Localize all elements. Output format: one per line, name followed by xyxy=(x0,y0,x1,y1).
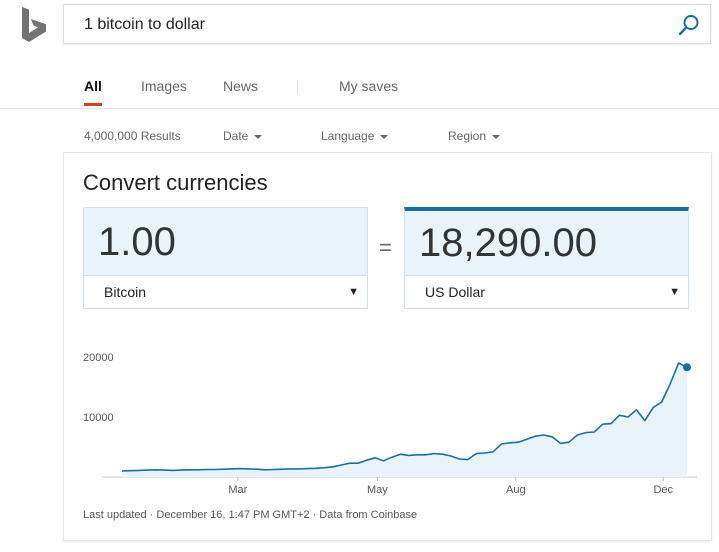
to-amount-box: 18,290.00 US Dollar ▼ xyxy=(404,207,689,309)
x-tick-label: Dec xyxy=(653,484,673,496)
language-filter-label: Language xyxy=(321,129,375,143)
to-amount-input[interactable]: 18,290.00 xyxy=(405,211,688,276)
search-icon[interactable] xyxy=(678,14,700,36)
x-tick-label: May xyxy=(367,484,388,496)
results-count: 4,000,000 Results xyxy=(84,129,181,143)
tab-my-saves[interactable]: My saves xyxy=(339,78,399,94)
equals-sign: = xyxy=(379,235,392,260)
language-filter[interactable]: Language xyxy=(321,129,389,143)
last-updated-note: Last updated · December 16, 1:47 PM GMT+… xyxy=(83,509,418,521)
results-tabs: All Images News My saves xyxy=(0,70,719,109)
tab-images[interactable]: Images xyxy=(141,78,187,94)
caret-down-icon xyxy=(254,134,263,139)
search-input[interactable] xyxy=(84,15,644,35)
tab-news[interactable]: News xyxy=(223,78,259,94)
caret-down-icon xyxy=(380,134,389,139)
filter-bar: 4,000,000 Results Date Language Region xyxy=(0,128,719,148)
from-currency-select[interactable]: Bitcoin ▼ xyxy=(84,276,367,308)
price-history-chart[interactable]: 20000 10000 Mar May Aug Dec xyxy=(64,333,711,503)
from-currency-label: Bitcoin xyxy=(104,284,147,300)
dropdown-arrow-icon: ▼ xyxy=(669,286,680,298)
bing-logo-icon[interactable] xyxy=(20,6,50,44)
y-tick-label: 20000 xyxy=(83,352,114,364)
date-filter-label: Date xyxy=(223,129,249,143)
price-line xyxy=(121,362,688,472)
y-tick-label: 10000 xyxy=(83,412,114,424)
region-filter[interactable]: Region xyxy=(448,129,501,143)
x-tick-label: Mar xyxy=(228,484,247,496)
price-area-fill xyxy=(122,363,687,477)
caret-down-icon xyxy=(492,134,501,139)
currency-converter-card: Convert currencies 1.00 Bitcoin ▼ = 18,2… xyxy=(63,152,712,541)
region-filter-label: Region xyxy=(448,129,487,143)
from-amount-box: 1.00 Bitcoin ▼ xyxy=(83,207,368,309)
x-tick-label: Aug xyxy=(506,484,526,496)
current-price-point xyxy=(683,363,691,372)
dropdown-arrow-icon: ▼ xyxy=(348,286,359,298)
card-title: Convert currencies xyxy=(83,170,268,195)
from-amount-input[interactable]: 1.00 xyxy=(84,208,367,276)
to-currency-select[interactable]: US Dollar ▼ xyxy=(405,276,688,308)
date-filter[interactable]: Date xyxy=(223,129,263,143)
tab-all[interactable]: All xyxy=(84,78,102,106)
search-box[interactable] xyxy=(63,4,711,44)
to-currency-label: US Dollar xyxy=(425,284,485,300)
tab-divider xyxy=(297,80,298,94)
